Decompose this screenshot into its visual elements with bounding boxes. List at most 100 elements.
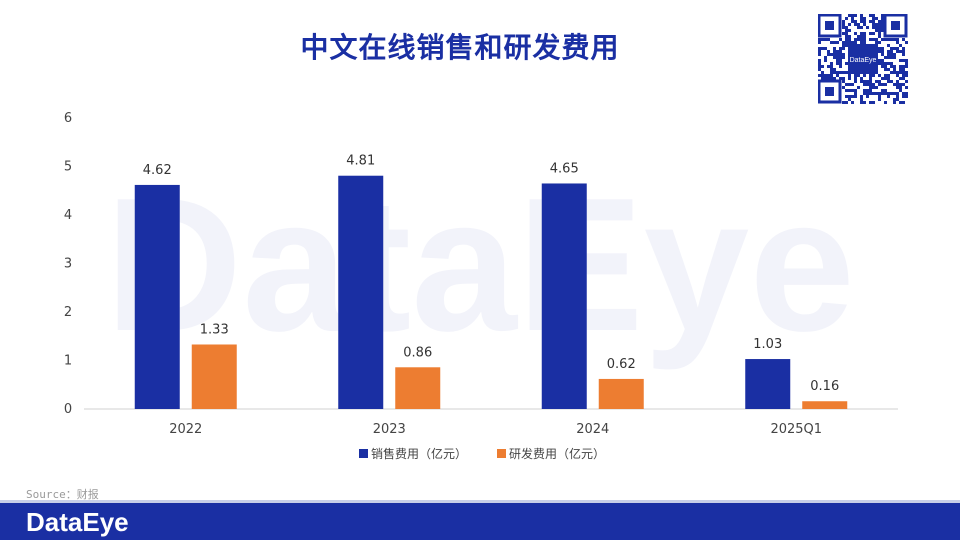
qr-module [860,17,863,20]
qr-module [905,92,908,95]
qr-module [887,44,890,47]
qr-module [845,41,848,44]
qr-module [866,26,869,29]
legend-label: 销售费用（亿元） [371,446,467,461]
qr-finder-core [891,21,900,30]
legend-label: 研发费用（亿元） [509,446,605,461]
qr-module [878,35,881,38]
qr-module [896,50,899,53]
qr-module [872,92,875,95]
qr-module [875,23,878,26]
qr-module [869,92,872,95]
qr-module [830,65,833,68]
qr-module [842,71,845,74]
qr-module [878,62,881,65]
qr-module [890,65,893,68]
qr-module [860,98,863,101]
qr-module [875,92,878,95]
qr-module [884,89,887,92]
qr-module [863,74,866,77]
qr-module [860,77,863,80]
qr-module [851,14,854,17]
qr-module [890,92,893,95]
qr-module [881,83,884,86]
qr-module [893,101,896,104]
qr-module [869,38,872,41]
qr-module [860,32,863,35]
qr-module [881,50,884,53]
qr-module [863,38,866,41]
qr-module [893,71,896,74]
qr-module [884,68,887,71]
qr-module [890,38,893,41]
qr-finder-core [825,21,834,30]
qr-module [821,65,824,68]
qr-module [875,17,878,20]
qr-module [827,38,830,41]
qr-module [833,41,836,44]
qr-module [890,53,893,56]
qr-module [860,80,863,83]
qr-module [869,83,872,86]
qr-module [854,89,857,92]
qr-module [818,38,821,41]
qr-module [890,47,893,50]
qr-module [881,77,884,80]
qr-module [845,38,848,41]
qr-module [857,74,860,77]
qr-module [827,53,830,56]
qr-module [842,47,845,50]
qr-module [890,56,893,59]
qr-module [860,20,863,23]
qr-module [848,35,851,38]
qr-module [824,59,827,62]
qr-module [830,71,833,74]
qr-module [818,41,821,44]
qr-finder [818,14,842,38]
qr-module [836,59,839,62]
qr-module [881,14,884,17]
qr-module [896,71,899,74]
qr-module [884,56,887,59]
qr-module [899,71,902,74]
bar-rd [191,344,237,409]
qr-module [857,38,860,41]
qr-module [845,71,848,74]
qr-module [848,14,851,17]
qr-module [881,53,884,56]
qr-module [878,80,881,83]
qr-module [902,77,905,80]
qr-module [875,86,878,89]
qr-module [845,32,848,35]
qr-module [845,29,848,32]
qr-module [839,47,842,50]
qr-module [887,80,890,83]
qr-module [869,20,872,23]
qr-module [884,83,887,86]
qr-module [896,41,899,44]
qr-module [905,41,908,44]
qr-module [848,95,851,98]
qr-module [827,65,830,68]
qr-module [887,53,890,56]
qr-module [881,92,884,95]
qr-module [848,77,851,80]
qr-module [842,23,845,26]
qr-module [881,17,884,20]
qr-module [860,35,863,38]
qr-module [890,62,893,65]
qr-module [881,89,884,92]
qr-module [872,26,875,29]
qr-module [836,41,839,44]
qr-module [893,65,896,68]
qr-module [860,101,863,104]
qr-module [845,101,848,104]
qr-module [860,26,863,29]
qr-module [896,47,899,50]
qr-module [902,38,905,41]
y-tick-label: 5 [64,160,72,175]
qr-module [818,53,821,56]
qr-module [902,71,905,74]
qr-module [851,89,854,92]
qr-module [854,20,857,23]
